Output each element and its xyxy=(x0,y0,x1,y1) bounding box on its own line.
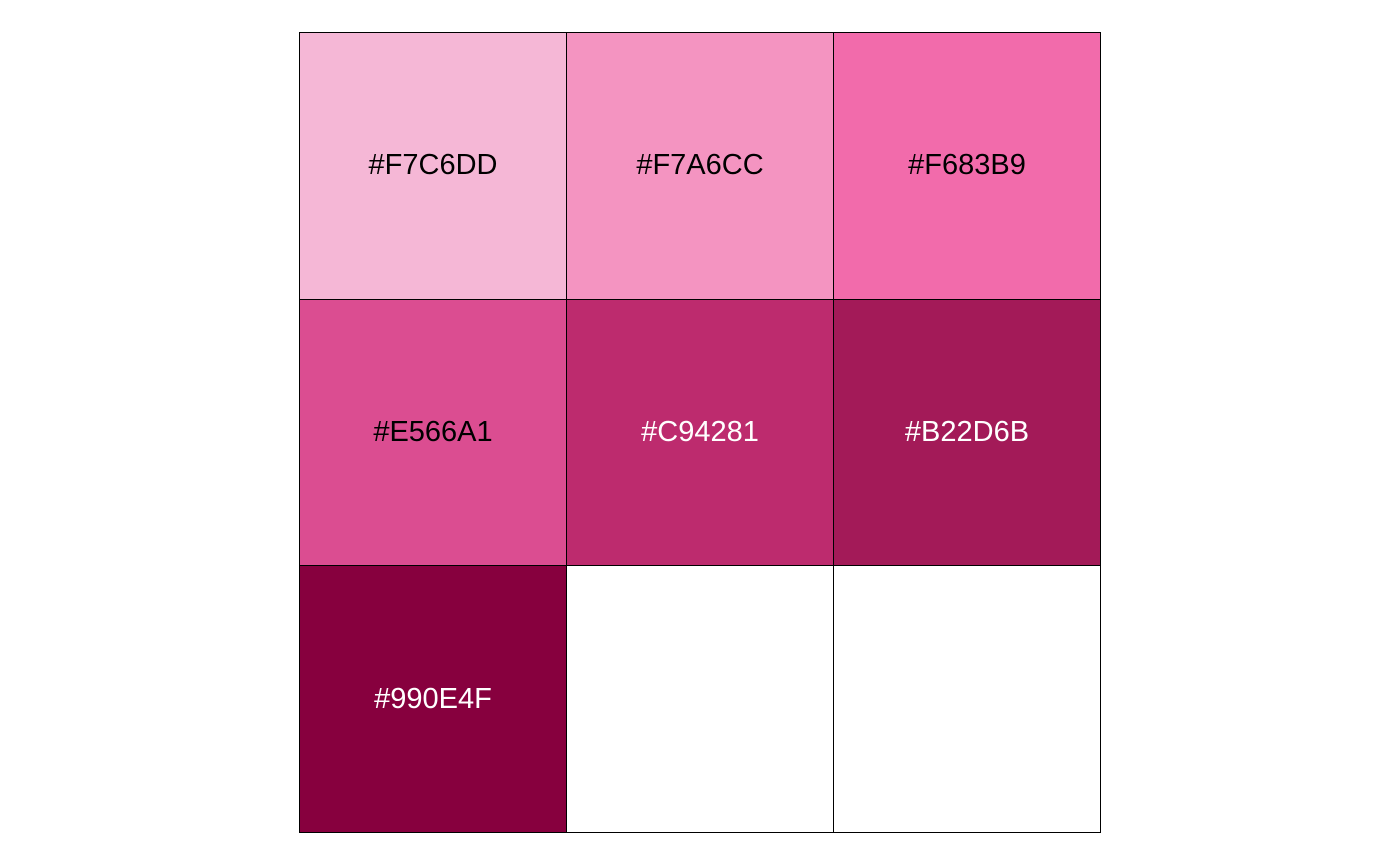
swatch-hex-label: #990E4F xyxy=(374,682,492,715)
swatch-hex-label: #E566A1 xyxy=(373,415,493,448)
swatch-hex-label: #F683B9 xyxy=(908,149,1026,182)
color-swatch: #F7C6DD xyxy=(300,33,567,300)
empty-swatch xyxy=(567,566,834,833)
color-swatch: #E566A1 xyxy=(300,299,567,567)
swatch-hex-label: #F7C6DD xyxy=(368,149,498,182)
color-swatch: #B22D6B xyxy=(834,299,1101,567)
color-swatch: #F7A6CC xyxy=(567,33,834,300)
color-swatch: #F683B9 xyxy=(834,33,1101,300)
swatch-hex-label: #C94281 xyxy=(641,415,759,448)
color-palette-grid: #F7C6DD #F7A6CC #F683B9 #E566A1 #C94281 … xyxy=(299,32,1101,833)
color-swatch: #990E4F xyxy=(300,566,567,833)
color-swatch: #C94281 xyxy=(567,299,834,567)
empty-swatch xyxy=(834,566,1101,833)
swatch-hex-label: #B22D6B xyxy=(904,415,1030,448)
swatch-hex-label: #F7A6CC xyxy=(636,149,764,182)
